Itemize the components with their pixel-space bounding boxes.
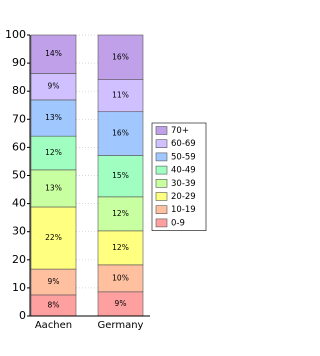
- legend-label: 20-29: [171, 192, 196, 202]
- value-label: 8%: [48, 300, 60, 309]
- value-label: 15%: [112, 171, 129, 180]
- bar-segment: [97, 79, 144, 113]
- value-label: 9%: [48, 82, 60, 91]
- y-tick-label: 0: [19, 309, 26, 322]
- legend-swatch: [155, 139, 168, 148]
- value-label: 9%: [48, 277, 60, 286]
- bar-segment: [30, 268, 77, 296]
- legend-label: 50-59: [171, 152, 196, 162]
- legend-swatch: [155, 205, 168, 214]
- bar-segment: [30, 169, 77, 208]
- y-tick-label: 10: [12, 281, 26, 294]
- value-label: 12%: [112, 209, 129, 218]
- legend-label: 30-39: [171, 179, 196, 189]
- bar-segment: [30, 135, 77, 171]
- bar-segment: [97, 155, 144, 198]
- legend-swatch: [155, 179, 168, 188]
- bar-segment: [97, 291, 144, 317]
- y-tick-label: 80: [12, 84, 26, 97]
- y-tick-label: 60: [12, 140, 26, 153]
- bar-segment: [30, 99, 77, 137]
- y-tick-label: 20: [12, 253, 26, 266]
- legend-label: 70+: [171, 126, 189, 136]
- y-tick-label: 40: [12, 197, 26, 210]
- legend-swatch: [155, 152, 168, 162]
- value-label: 13%: [45, 183, 62, 192]
- value-label: 13%: [45, 113, 62, 122]
- legend-label: 10-19: [171, 205, 196, 215]
- bar-segment: [97, 34, 144, 80]
- legend-label: 0-9: [171, 218, 185, 228]
- bar-segment: [97, 111, 144, 156]
- chart: 0 10 20 30 40 50 60 70 80 90 100 8% 9% 22% 13% 12% 13% 9%…: [5, 28, 207, 331]
- value-label: 16%: [112, 52, 129, 61]
- x-tick-label: Aachen: [35, 320, 72, 331]
- legend-label: 40-49: [171, 166, 196, 176]
- value-label: 14%: [45, 49, 62, 58]
- legend-swatch: [155, 218, 168, 228]
- y-tick-label: 70: [12, 112, 26, 125]
- value-label: 11%: [112, 91, 129, 100]
- y-tick-label: 30: [12, 225, 26, 238]
- value-label: 10%: [112, 273, 129, 282]
- value-label: 22%: [45, 233, 62, 242]
- value-label: 16%: [112, 129, 129, 138]
- y-tick-label: 50: [12, 169, 26, 182]
- legend-swatch: [155, 126, 168, 135]
- value-label: 9%: [115, 299, 127, 308]
- legend-label: 60-69: [171, 139, 196, 149]
- bar-segment: [30, 206, 77, 270]
- bar-segment: [97, 196, 144, 232]
- value-label: 12%: [112, 243, 129, 252]
- y-tick-label: 90: [12, 56, 26, 69]
- y-tick-label: 100: [5, 28, 26, 41]
- x-tick-label: Germany: [98, 320, 144, 331]
- bar-segment: [30, 34, 77, 74]
- legend-swatch: [155, 165, 168, 175]
- bar-segment: [97, 264, 144, 293]
- value-label: 12%: [45, 148, 62, 157]
- legend-swatch: [155, 192, 168, 201]
